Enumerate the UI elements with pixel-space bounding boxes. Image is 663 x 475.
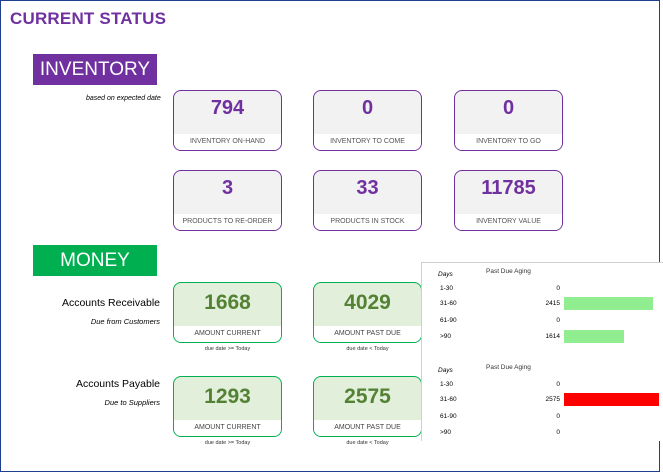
aging-bar bbox=[564, 330, 624, 343]
aging-days: 61-90 bbox=[440, 317, 457, 324]
inventory-to-go-card: 0 INVENTORY TO GO bbox=[454, 90, 563, 151]
inventory-note: based on expected date bbox=[86, 95, 161, 102]
products-to-reorder-card: 3 PRODUCTS TO RE-ORDER bbox=[173, 170, 282, 231]
card-value: 11785 bbox=[481, 177, 536, 199]
accounts-payable-subtitle: Due to Suppliers bbox=[104, 398, 160, 407]
accounts-receivable-subtitle: Due from Customers bbox=[90, 317, 160, 326]
receivable-amount-past-due-card: 4029 AMOUNT PAST DUE bbox=[313, 282, 422, 343]
aging-row: 61-90 0 bbox=[422, 409, 663, 425]
aging-row: 31-60 2575 bbox=[422, 392, 663, 408]
aging-days: 61-90 bbox=[440, 413, 457, 420]
aging-bar bbox=[564, 393, 659, 406]
aging-row: >90 0 bbox=[422, 425, 663, 441]
inventory-value-card: 11785 INVENTORY VALUE bbox=[454, 170, 563, 231]
card-value: 0 bbox=[502, 97, 515, 119]
aging-row: 31-60 2415 bbox=[422, 296, 663, 312]
card-label: AMOUNT CURRENT bbox=[174, 420, 281, 436]
aging-amount: 0 bbox=[556, 285, 560, 292]
receivable-past-due-note: due date < Today bbox=[346, 346, 389, 352]
card-label: INVENTORY VALUE bbox=[455, 214, 562, 230]
card-value: 3 bbox=[221, 177, 234, 199]
card-value: 1293 bbox=[204, 385, 251, 408]
payable-amount-current-card: 1293 AMOUNT CURRENT bbox=[173, 376, 282, 437]
accounts-payable-title: Accounts Payable bbox=[75, 378, 160, 390]
aging-days: 31-60 bbox=[440, 300, 457, 307]
aging-amount: 0 bbox=[556, 413, 560, 420]
card-value: 2575 bbox=[344, 385, 391, 408]
card-label: PRODUCTS IN STOCK bbox=[314, 214, 421, 230]
aging-title: Past Due Aging bbox=[486, 268, 531, 275]
card-value: 0 bbox=[361, 97, 374, 119]
aging-days: >90 bbox=[440, 333, 452, 340]
aging-amount: 2575 bbox=[545, 396, 560, 403]
money-banner: MONEY bbox=[33, 245, 157, 276]
accounts-receivable-title: Accounts Receivable bbox=[61, 297, 160, 309]
card-label: PRODUCTS TO RE-ORDER bbox=[174, 214, 281, 230]
aging-amount: 0 bbox=[556, 317, 560, 324]
aging-amount: 1614 bbox=[545, 333, 560, 340]
receivable-amount-current-card: 1668 AMOUNT CURRENT bbox=[173, 282, 282, 343]
aging-days-header: Days bbox=[438, 367, 453, 374]
aging-amount: 2415 bbox=[545, 300, 560, 307]
payable-amount-past-due-card: 2575 AMOUNT PAST DUE bbox=[313, 376, 422, 437]
card-label: AMOUNT PAST DUE bbox=[314, 420, 421, 436]
aging-amount: 0 bbox=[556, 429, 560, 436]
payable-current-note: due date >= Today bbox=[204, 440, 251, 446]
aging-days: 1-30 bbox=[440, 381, 454, 388]
aging-amount: 0 bbox=[556, 381, 560, 388]
aging-days-header: Days bbox=[438, 271, 453, 278]
card-label: INVENTORY TO COME bbox=[314, 134, 421, 150]
past-due-aging-panel: Days Past Due Aging 1-30 0 31-60 2415 61… bbox=[421, 262, 663, 441]
page-title: CURRENT STATUS bbox=[10, 9, 167, 28]
aging-days: >90 bbox=[440, 429, 452, 436]
aging-row: 61-90 0 bbox=[422, 313, 663, 329]
aging-row: >90 1614 bbox=[422, 329, 663, 345]
inventory-to-come-card: 0 INVENTORY TO COME bbox=[313, 90, 422, 151]
aging-bar bbox=[564, 297, 653, 310]
card-value: 4029 bbox=[344, 291, 391, 314]
receivable-current-note: due date >= Today bbox=[204, 346, 251, 352]
card-label: INVENTORY ON-HAND bbox=[174, 134, 281, 150]
card-value: 794 bbox=[210, 97, 245, 119]
card-label: AMOUNT CURRENT bbox=[174, 326, 281, 342]
card-value: 1668 bbox=[204, 291, 251, 314]
aging-days: 1-30 bbox=[440, 285, 454, 292]
aging-row: 1-30 0 bbox=[422, 377, 663, 393]
aging-row: 1-30 0 bbox=[422, 281, 663, 297]
card-label: AMOUNT PAST DUE bbox=[314, 326, 421, 342]
products-in-stock-card: 33 PRODUCTS IN STOCK bbox=[313, 170, 422, 231]
card-value: 33 bbox=[356, 177, 379, 199]
aging-title: Past Due Aging bbox=[486, 364, 531, 371]
inventory-on-hand-card: 794 INVENTORY ON-HAND bbox=[173, 90, 282, 151]
payable-past-due-note: due date < Today bbox=[346, 440, 389, 446]
card-label: INVENTORY TO GO bbox=[455, 134, 562, 150]
aging-days: 31-60 bbox=[440, 396, 457, 403]
inventory-banner: INVENTORY bbox=[33, 54, 157, 85]
